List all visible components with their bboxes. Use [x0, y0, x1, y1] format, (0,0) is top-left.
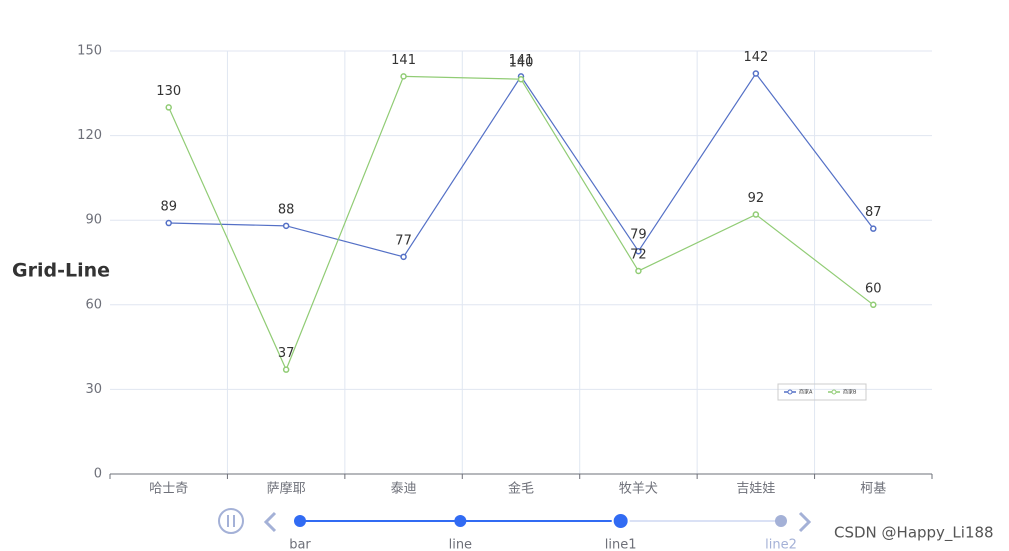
data-label: 79 [630, 228, 647, 243]
line [168, 72, 874, 258]
point [635, 267, 642, 275]
y-tick-label: 150 [77, 44, 102, 59]
data-label: 87 [865, 205, 882, 220]
y-tick-label: 30 [85, 382, 102, 397]
data-label: 89 [160, 200, 177, 215]
point [752, 211, 760, 218]
data-label: 141 [509, 53, 534, 68]
timeline-label[interactable]: line [449, 538, 472, 551]
data-label: 88 [278, 202, 295, 217]
play-button[interactable] [218, 508, 244, 534]
timeline-label[interactable]: bar [289, 538, 311, 551]
x-tick-label: 吉娃娃 [736, 482, 775, 497]
y-tick-label: 0 [94, 467, 102, 482]
point [165, 219, 172, 227]
point [517, 75, 525, 83]
play-circle[interactable] [218, 508, 244, 534]
x-tick-label: 牧羊犬 [619, 481, 658, 497]
point [400, 73, 407, 80]
legend-marker [831, 389, 837, 395]
legend-label[interactable]: 商家A [799, 389, 813, 396]
timeline-dot[interactable] [775, 515, 787, 527]
data-label: 142 [743, 50, 768, 65]
data-label: 141 [391, 53, 416, 68]
x-tick-label: 金毛 [508, 481, 534, 497]
point [870, 301, 877, 309]
data-label: 130 [156, 84, 181, 99]
timeline-label[interactable]: line2 [765, 538, 797, 551]
y-tick-label: 90 [85, 213, 102, 228]
data-label: 60 [865, 281, 882, 296]
x-tick-label: 柯基 [860, 482, 886, 497]
point [282, 222, 290, 230]
data-label: 37 [278, 346, 295, 361]
timeline-dot[interactable] [294, 515, 306, 527]
prev-arrow[interactable] [263, 511, 277, 533]
legend-box [777, 383, 867, 401]
y-tick-label: 120 [77, 128, 102, 143]
line [168, 75, 874, 372]
point [282, 366, 290, 373]
timeline-current[interactable] [611, 512, 630, 530]
timeline-label[interactable]: line1 [605, 538, 637, 551]
chart-title: Grid-Line [12, 260, 110, 282]
point [165, 104, 172, 111]
data-label: 77 [395, 233, 412, 248]
point [635, 247, 642, 255]
y-tick-label: 60 [85, 297, 102, 312]
legend-marker [787, 389, 793, 395]
x-tick-label: 泰迪 [391, 482, 417, 497]
x-tick-label: 萨摩耶 [267, 481, 306, 497]
watermark: CSDN @Happy_Li188 [834, 524, 994, 543]
x-tick-label: 哈士奇 [149, 481, 188, 497]
point [752, 70, 760, 77]
next-arrow[interactable] [798, 511, 812, 533]
legend-label[interactable]: 商家B [843, 389, 857, 396]
point [400, 253, 407, 261]
data-label: 140 [509, 56, 534, 71]
point [870, 225, 877, 232]
timeline-dot[interactable] [454, 515, 467, 527]
data-label: 72 [630, 247, 647, 262]
data-label: 92 [748, 191, 765, 206]
